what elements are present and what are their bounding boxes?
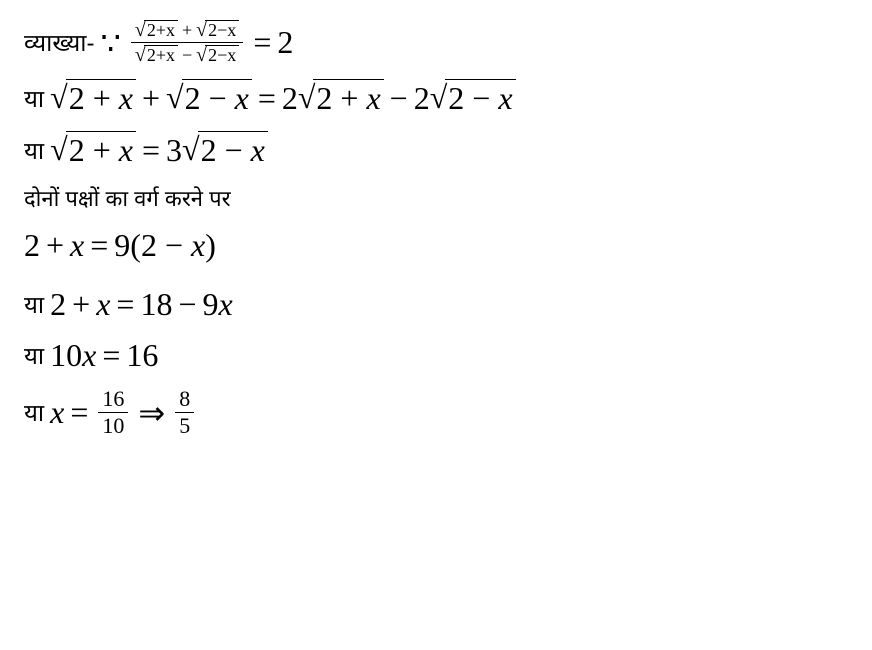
sqrt-2mx-l2b: √ 2 − x bbox=[430, 79, 516, 117]
sqrt-2mx-n1: √ 2−x bbox=[196, 20, 239, 40]
sqrt-2px-l2a: √ 2 + x bbox=[50, 79, 136, 117]
eq-op: = bbox=[142, 132, 160, 169]
label-explain: व्याख्या- bbox=[24, 26, 95, 59]
sqrt-body: 2+x bbox=[144, 45, 178, 64]
frac1-num: √ 2+x + √ 2−x bbox=[131, 20, 243, 43]
eq-op: = bbox=[102, 337, 120, 374]
label-or: या bbox=[24, 82, 44, 115]
plus-op: + bbox=[46, 227, 64, 264]
line-6: या 2 + x = 18 − 9x bbox=[24, 286, 848, 323]
sqrt-2mx-d1: √ 2−x bbox=[196, 45, 239, 65]
sqrt-2px-l3: √ 2 + x bbox=[50, 131, 136, 169]
coef-9: 9 bbox=[202, 286, 218, 323]
line-2: या √ 2 + x + √ 2 − x = 2 √ 2 + x − 2 √ 2… bbox=[24, 79, 848, 117]
var-x: x bbox=[70, 227, 84, 264]
sqrt-2px-l2b: √ 2 + x bbox=[298, 79, 384, 117]
frac-den: 10 bbox=[98, 413, 128, 437]
value-2: 2 bbox=[24, 227, 40, 264]
sqrt-body: 2 − x bbox=[445, 79, 515, 117]
line-7: या 10x = 16 bbox=[24, 337, 848, 374]
frac-den: 5 bbox=[175, 413, 194, 437]
because-symbol: ∵ bbox=[101, 24, 121, 62]
sqrt-body: 2−x bbox=[205, 20, 239, 39]
sqrt-body: 2 + x bbox=[66, 131, 136, 169]
coef-3: 3 bbox=[166, 132, 182, 169]
eq-op: = bbox=[258, 80, 276, 117]
plus-op: + bbox=[142, 80, 160, 117]
sqrt-body: 2+x bbox=[144, 20, 178, 39]
line-4: दोनों पक्षों का वर्ग करने पर bbox=[24, 183, 848, 213]
value-18: 18 bbox=[140, 286, 172, 323]
coef-10: 10 bbox=[50, 337, 82, 374]
fraction-16-10: 16 10 bbox=[98, 388, 128, 437]
implies-op: ⇒ bbox=[138, 394, 165, 432]
sqrt-2px-n1: √ 2+x bbox=[135, 20, 178, 40]
fraction-1: √ 2+x + √ 2−x √ 2+x − √ 2−x bbox=[131, 20, 243, 65]
sqrt-2mx-l2a: √ 2 − x bbox=[166, 79, 252, 117]
label-square-both: दोनों पक्षों का वर्ग करने पर bbox=[24, 183, 231, 213]
value-2: 2 bbox=[277, 24, 293, 61]
label-or: या bbox=[24, 339, 44, 372]
sqrt-2px-d1: √ 2+x bbox=[135, 45, 178, 65]
plus-op: + bbox=[182, 20, 192, 40]
label-or: या bbox=[24, 396, 44, 429]
frac-num: 16 bbox=[98, 388, 128, 413]
eq-op: = bbox=[253, 24, 271, 61]
var-x: x bbox=[218, 286, 232, 323]
eq-op: = bbox=[90, 227, 108, 264]
minus-op: − bbox=[182, 45, 192, 65]
frac1-den: √ 2+x − √ 2−x bbox=[131, 43, 243, 65]
sqrt-2mx-l3: √ 2 − x bbox=[182, 131, 268, 169]
sqrt-body: 2 + x bbox=[66, 79, 136, 117]
minus-op: − bbox=[390, 80, 408, 117]
label-or: या bbox=[24, 288, 44, 321]
line-8: या x = 16 10 ⇒ 8 5 bbox=[24, 388, 848, 437]
sqrt-body: 2 − x bbox=[182, 79, 252, 117]
plus-op: + bbox=[72, 286, 90, 323]
line-3: या √ 2 + x = 3 √ 2 − x bbox=[24, 131, 848, 169]
nine-paren: 9(2 − x) bbox=[114, 227, 216, 264]
value-16: 16 bbox=[126, 337, 158, 374]
line-5: 2 + x = 9(2 − x) bbox=[24, 227, 848, 264]
eq-op: = bbox=[116, 286, 134, 323]
line-1: व्याख्या- ∵ √ 2+x + √ 2−x √ 2+x − √ 2−x bbox=[24, 20, 848, 65]
sqrt-body: 2−x bbox=[205, 45, 239, 64]
frac-num: 8 bbox=[175, 388, 194, 413]
label-or: या bbox=[24, 134, 44, 167]
minus-op: − bbox=[178, 286, 196, 323]
sqrt-body: 2 + x bbox=[313, 79, 383, 117]
var-x: x bbox=[82, 337, 96, 374]
sqrt-body: 2 − x bbox=[198, 131, 268, 169]
eq-op: = bbox=[70, 394, 88, 431]
coef-2b: 2 bbox=[414, 80, 430, 117]
value-2: 2 bbox=[50, 286, 66, 323]
fraction-8-5: 8 5 bbox=[175, 388, 194, 437]
coef-2: 2 bbox=[282, 80, 298, 117]
var-x: x bbox=[96, 286, 110, 323]
var-x: x bbox=[50, 394, 64, 431]
